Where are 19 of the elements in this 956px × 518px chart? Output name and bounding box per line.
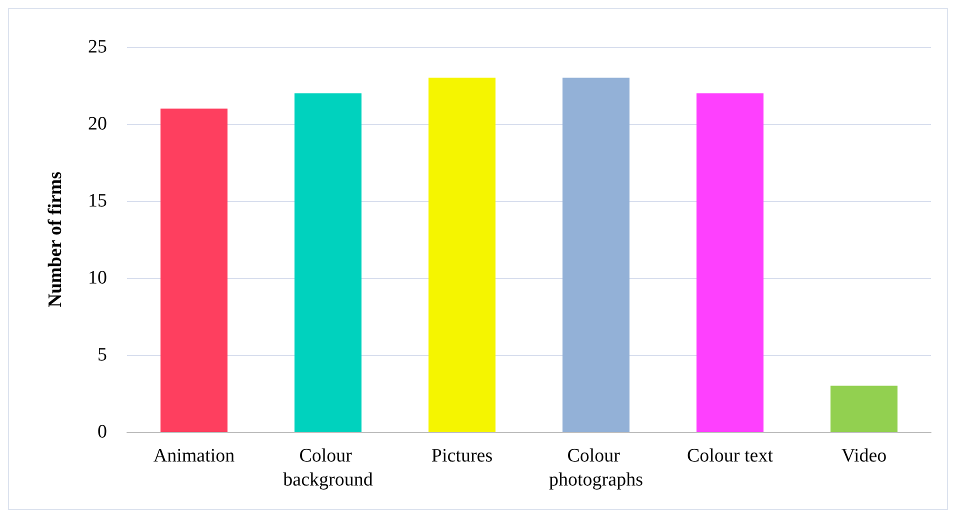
bar <box>562 78 630 432</box>
x-tick-label: Pictures <box>431 446 493 466</box>
y-tick-label: 25 <box>88 36 107 58</box>
bar <box>294 93 362 432</box>
bar <box>428 78 496 432</box>
y-axis-title: Number of firms <box>45 172 66 308</box>
bar <box>160 108 228 432</box>
x-tick-label: Colour background <box>283 446 374 490</box>
bar <box>696 93 764 432</box>
x-tick-label: Colour photographs <box>549 446 643 490</box>
x-tick-label: Animation <box>153 446 236 466</box>
y-tick-label: 5 <box>98 344 107 366</box>
x-tick-label: Colour text <box>686 446 774 466</box>
y-tick-label: 10 <box>88 268 107 288</box>
bar <box>830 386 898 432</box>
y-tick-label: 15 <box>88 190 107 212</box>
y-tick-label: 20 <box>88 114 107 134</box>
x-tick-label: Video <box>841 446 887 466</box>
y-tick-label: 0 <box>98 422 107 442</box>
